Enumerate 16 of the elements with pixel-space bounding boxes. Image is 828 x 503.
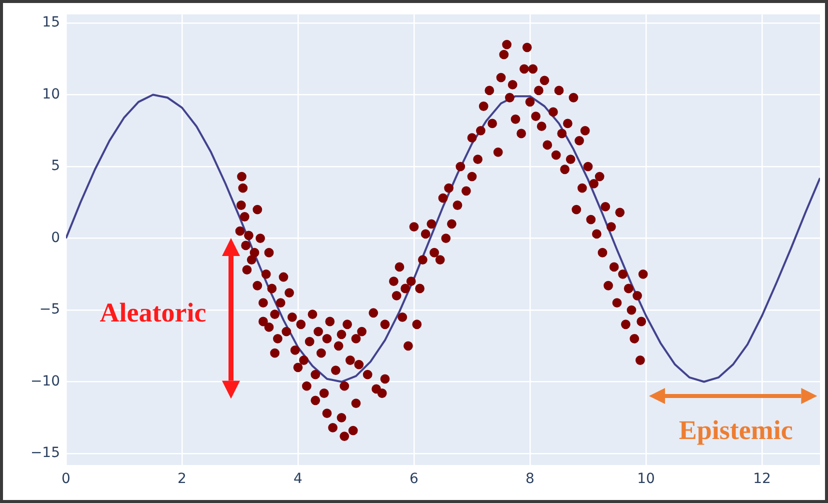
x-tick-label: 6 xyxy=(410,471,419,488)
x-tick-label: 4 xyxy=(294,471,303,488)
x-tick-label: 10 xyxy=(637,471,655,488)
x-tick-label: 8 xyxy=(526,471,534,488)
y-tick-label: −5 xyxy=(39,302,60,318)
y-tick-label: −15 xyxy=(30,445,60,462)
x-tick-label: 12 xyxy=(753,471,771,488)
annotation: Aleatoric xyxy=(100,297,206,328)
y-tick-label: 0 xyxy=(51,230,60,246)
x-tick-label: 2 xyxy=(178,471,186,488)
y-tick-label: 10 xyxy=(42,86,60,102)
y-tick-label: 5 xyxy=(51,158,60,174)
x-tick-label: 0 xyxy=(62,471,70,488)
y-tick-label: −10 xyxy=(30,373,60,390)
y-tick-label: 15 xyxy=(42,14,60,31)
annotation: Epistemic xyxy=(678,414,793,445)
